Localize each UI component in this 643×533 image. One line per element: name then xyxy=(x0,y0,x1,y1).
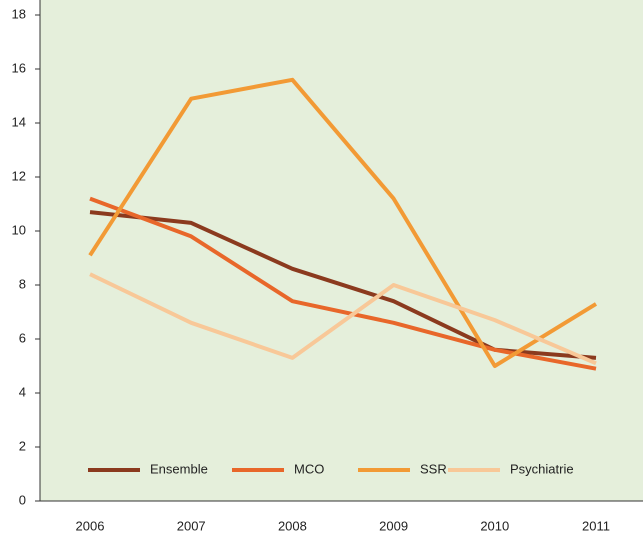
y-tick-label: 14 xyxy=(12,114,26,129)
y-tick-label: 12 xyxy=(12,168,26,183)
legend-label: SSR xyxy=(420,461,447,476)
legend-label: Psychiatrie xyxy=(510,461,574,476)
legend-label: Ensemble xyxy=(150,461,208,476)
legend-label: MCO xyxy=(294,461,324,476)
series-line xyxy=(89,196,597,371)
y-tick-label: 4 xyxy=(19,384,26,399)
x-tick-label: 2009 xyxy=(379,518,408,533)
x-tick-label: 2006 xyxy=(76,518,105,533)
x-tick-label: 2007 xyxy=(177,518,206,533)
x-tick-label: 2011 xyxy=(582,518,610,533)
plot-background xyxy=(40,0,643,501)
y-tick-label: 8 xyxy=(19,276,26,291)
y-tick-label: 16 xyxy=(12,60,26,75)
y-tick-label: 18 xyxy=(12,6,26,21)
series-line xyxy=(88,77,598,368)
y-tick-label: 2 xyxy=(19,438,26,453)
y-tick-label: 6 xyxy=(19,330,26,345)
x-tick-label: 2008 xyxy=(278,518,307,533)
y-tick-label: 10 xyxy=(12,222,26,237)
y-tick-label: 0 xyxy=(19,492,26,507)
x-tick-label: 2010 xyxy=(480,518,509,533)
series-line xyxy=(89,272,597,366)
